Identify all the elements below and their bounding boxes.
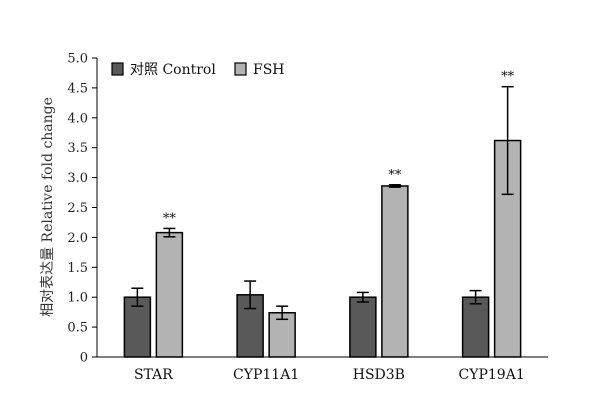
error-bar <box>131 287 144 307</box>
x-category-label: STAR <box>134 367 173 383</box>
y-tick-label: 0 <box>80 351 88 366</box>
y-tick-label: 1.5 <box>67 261 88 276</box>
x-category-label: CYP11A1 <box>233 367 299 383</box>
x-axis-categories: STAR CYP11A1 HSD3B CYP19A1 <box>134 367 525 383</box>
y-tick-label: 4.5 <box>67 81 88 96</box>
y-tick-label: 5.0 <box>67 52 88 67</box>
bar-star-control <box>123 296 152 358</box>
error-bar <box>469 289 482 305</box>
bar-cyp19a1-control <box>461 296 490 358</box>
bar-hsd3b-fsh <box>381 185 409 358</box>
error-bar <box>501 85 514 196</box>
y-tick-label: 2.5 <box>67 201 88 216</box>
y-tick-label: 3.0 <box>67 171 88 186</box>
y-tick-label: 0.5 <box>67 321 88 336</box>
error-bar <box>388 184 401 188</box>
legend-swatch <box>234 62 247 76</box>
y-tick-label: 3.5 <box>67 141 88 156</box>
bar-star-fsh <box>155 231 184 358</box>
y-axis-label: 相对表达量 Relative fold change <box>40 97 56 317</box>
error-bar <box>276 305 289 321</box>
error-bar <box>356 291 369 303</box>
error-bar <box>244 280 257 310</box>
significance-marker: ** <box>501 70 515 85</box>
bar-cyp11a1-fsh <box>268 311 296 358</box>
y-axis-ticks: 0 0.5 1.0 1.5 2.0 2.5 3.0 3.5 4.0 4.5 5.0 <box>67 52 97 366</box>
error-bar <box>163 227 176 238</box>
x-category-label: CYP19A1 <box>459 367 525 383</box>
significance-marker: ** <box>388 168 402 183</box>
y-tick-label: 2.0 <box>67 231 88 246</box>
y-axis-label-group: 相对表达量 Relative fold change <box>40 97 56 317</box>
x-category-label: HSD3B <box>353 367 405 383</box>
legend-swatch <box>111 62 124 76</box>
significance-marker: ** <box>163 211 177 226</box>
bar-hsd3b-control <box>349 296 377 358</box>
bars: ** ** ** <box>123 70 522 358</box>
legend: 对照 Control FSH <box>111 62 285 78</box>
y-tick-label: 4.0 <box>67 111 88 126</box>
legend-label: FSH <box>253 62 285 78</box>
y-tick-label: 1.0 <box>67 291 88 306</box>
legend-label: 对照 Control <box>130 62 216 78</box>
